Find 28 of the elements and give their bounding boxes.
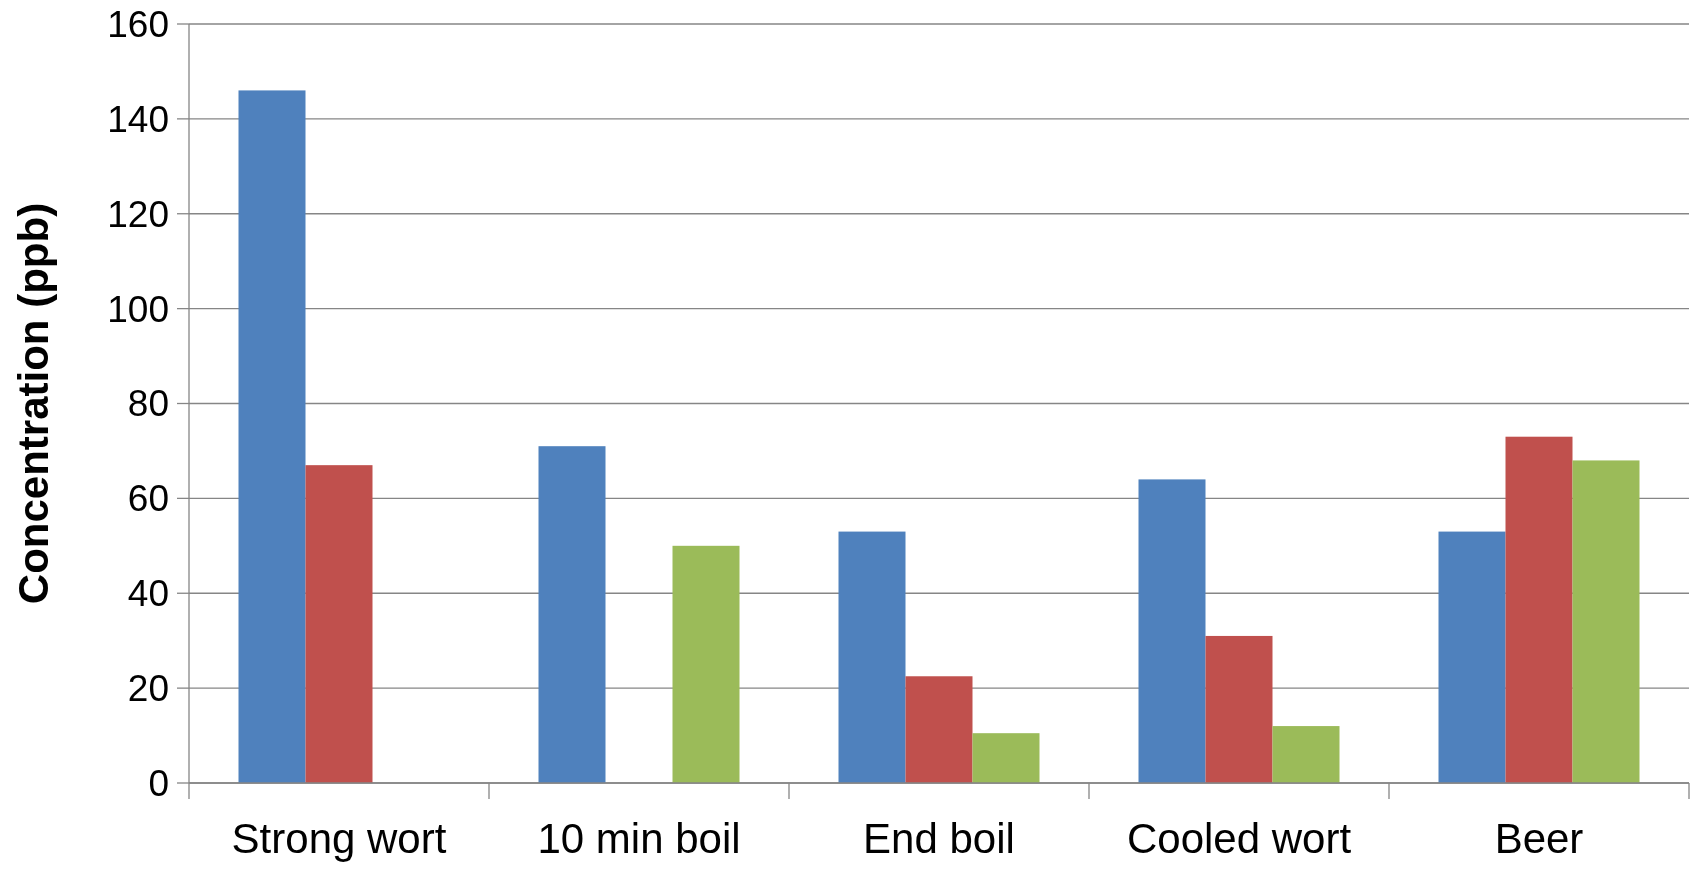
y-tick-label: 160 [107,3,169,45]
bar [1205,635,1273,783]
bar [972,733,1040,783]
bar [1272,726,1340,783]
x-tick-label: End boil [863,815,1015,862]
y-tick-label: 120 [107,193,169,235]
y-tick-label: 100 [107,288,169,330]
bar [905,676,973,783]
bar [538,446,606,783]
x-tick-label: Cooled wort [1126,815,1352,862]
bar [1138,479,1206,783]
bar [672,545,740,783]
y-tick-label: 140 [107,98,169,140]
y-tick-label: 60 [127,478,169,520]
bar [1572,460,1640,783]
bar [305,465,373,783]
x-tick-label: 10 min boil [537,815,741,862]
y-tick-label: 0 [148,762,169,804]
y-tick-label: 80 [127,383,169,425]
y-axis-title: Concentration (ppb) [10,202,57,605]
x-tick-label: Beer [1494,815,1584,862]
bar [838,531,906,783]
bar [1438,531,1506,783]
bar [1505,436,1573,783]
x-tick-label: Strong wort [231,815,447,862]
y-tick-label: 20 [127,668,169,710]
bar [238,90,306,783]
y-tick-label: 40 [127,573,169,615]
